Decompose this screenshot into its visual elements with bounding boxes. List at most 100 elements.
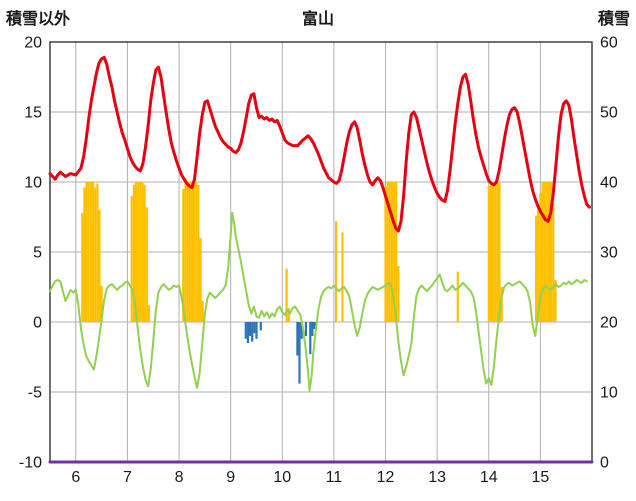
yellow-bars-bar <box>143 184 146 322</box>
yellow-bars-bar <box>388 182 391 322</box>
blue-bars-bar <box>253 322 256 334</box>
yellow-bars-bar <box>552 203 555 322</box>
yellow-bars-bar <box>397 266 400 322</box>
yellow-bars-bar <box>96 183 99 322</box>
yellow-bars-bar <box>554 280 557 322</box>
blue-bars-bar <box>246 322 249 343</box>
right-axis-tick-label: 30 <box>600 245 618 262</box>
yellow-bars-bar <box>137 182 140 322</box>
yellow-bars-bar <box>139 182 142 322</box>
red-line <box>48 55 591 233</box>
yellow-bars-bar <box>547 182 551 322</box>
yellow-bars-bar <box>199 238 202 322</box>
left-axis-tick-label: -5 <box>28 385 42 402</box>
left-axis-tick-label: -10 <box>19 455 42 472</box>
chart-header: 積雪以外 富山 積雪 <box>0 5 636 29</box>
x-axis-tick-label: 7 <box>123 469 132 486</box>
yellow-bars-bar <box>132 184 135 322</box>
yellow-bars-bar <box>85 182 88 322</box>
yellow-bars-bar <box>190 182 194 322</box>
yellow-bars-bar <box>83 187 86 322</box>
yellow-bars-bar <box>147 305 151 322</box>
yellow-bars-bar <box>195 182 198 322</box>
green-line <box>49 211 588 392</box>
blue-bars-bar <box>255 322 258 339</box>
yellow-bars-bar <box>287 308 290 322</box>
x-axis-tick-label: 10 <box>273 469 291 486</box>
yellow-bars-bar <box>550 182 553 322</box>
left-axis-tick-label: 20 <box>24 35 42 52</box>
left-axis-tick-label: 0 <box>33 315 42 332</box>
yellow-bars-bar <box>384 186 387 322</box>
right-axis-tick-label: 60 <box>600 35 618 52</box>
right-axis-tick-label: 0 <box>600 455 609 472</box>
yellow-bars-bar <box>543 182 546 322</box>
yellow-bars-bar <box>395 182 398 322</box>
blue-bars-bar <box>300 322 303 339</box>
left-axis-title: 積雪以外 <box>6 11 71 28</box>
x-axis-tick-label: 15 <box>531 469 549 486</box>
yellow-bars-bar <box>489 182 492 322</box>
x-axis-tick-label: 14 <box>480 469 498 486</box>
x-axis-tick-label: 8 <box>175 469 184 486</box>
yellow-bars-bar <box>341 232 344 322</box>
blue-bars-bar <box>251 322 254 342</box>
blue-bars-bar <box>309 322 312 355</box>
yellow-bars-bar <box>100 285 103 322</box>
yellow-bars-bar <box>335 221 338 322</box>
yellow-bars-bar <box>390 182 394 322</box>
x-axis-tick-label: 6 <box>71 469 80 486</box>
yellow-bars-bar <box>145 207 148 322</box>
yellow-bars-bar <box>135 182 138 322</box>
yellow-bars-bar <box>184 182 187 322</box>
blue-bars-bar <box>244 322 247 339</box>
yellow-bars-bar <box>545 182 548 322</box>
yellow-bars-bar <box>91 182 95 322</box>
x-axis-tick-label: 9 <box>226 469 235 486</box>
yellow-bars-bar <box>487 186 490 322</box>
yellow-bars-bar <box>89 182 92 322</box>
yellow-bars-bar <box>98 210 101 322</box>
yellow-bars-bar <box>539 193 542 322</box>
yellow-bars-bar <box>182 189 185 322</box>
yellow-bars-bar <box>87 182 90 322</box>
blue-bars-bar <box>298 322 301 384</box>
yellow-bars-bar <box>285 268 288 322</box>
yellow-bars-bar <box>197 184 200 322</box>
x-axis-tick-label: 13 <box>428 469 446 486</box>
right-axis-tick-label: 20 <box>600 315 618 332</box>
yellow-bars-bar <box>81 212 84 322</box>
yellow-bars-bar <box>498 182 501 322</box>
yellow-bars-bar <box>500 287 503 322</box>
yellow-bars-bar <box>201 301 204 322</box>
yellow-bars-bar <box>537 204 540 322</box>
yellow-bars-bar <box>393 182 396 322</box>
left-axis-tick-label: 15 <box>24 105 42 122</box>
yellow-bars-bar <box>496 182 499 322</box>
right-axis-tick-label: 50 <box>600 105 618 122</box>
blue-bars-bar <box>296 322 299 356</box>
x-axis-tick-label: 11 <box>326 469 343 486</box>
blue-bars-bar <box>311 322 314 336</box>
right-axis-title: 積雪 <box>597 11 630 28</box>
yellow-bars-bar <box>130 196 133 322</box>
yellow-bars-bar <box>541 182 544 322</box>
yellow-bars-bar <box>492 182 495 322</box>
yellow-bars-bar <box>94 187 97 322</box>
yellow-bars-bar <box>193 182 196 322</box>
blue-bars-bar <box>313 322 316 329</box>
yellow-bars-bar <box>494 182 497 322</box>
left-axis-tick-label: 10 <box>24 175 42 192</box>
chart-title: 富山 <box>301 11 334 28</box>
yellow-bars-bar <box>535 215 538 322</box>
yellow-bars-bar <box>188 182 191 322</box>
right-axis-tick-label: 10 <box>600 385 618 402</box>
yellow-bars-bar <box>386 182 389 322</box>
yellow-bars-bar <box>456 271 459 322</box>
yellow-bars-bar <box>186 182 189 322</box>
x-axis-tick-label: 12 <box>377 469 395 486</box>
blue-bars-bar <box>248 322 252 336</box>
blue-bars-bar <box>304 322 307 336</box>
